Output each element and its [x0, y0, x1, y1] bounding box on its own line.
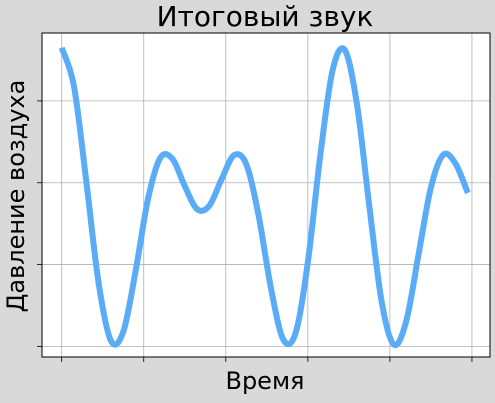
axes-frame	[41, 32, 491, 358]
chart-title: Итоговый звук	[157, 0, 374, 33]
marks	[58, 45, 471, 349]
line-series	[58, 45, 471, 349]
grid	[42, 33, 490, 357]
y-axis-label: Давление воздуха	[2, 80, 30, 313]
x-axis-label: Время	[225, 367, 304, 395]
plot-area	[42, 33, 490, 357]
